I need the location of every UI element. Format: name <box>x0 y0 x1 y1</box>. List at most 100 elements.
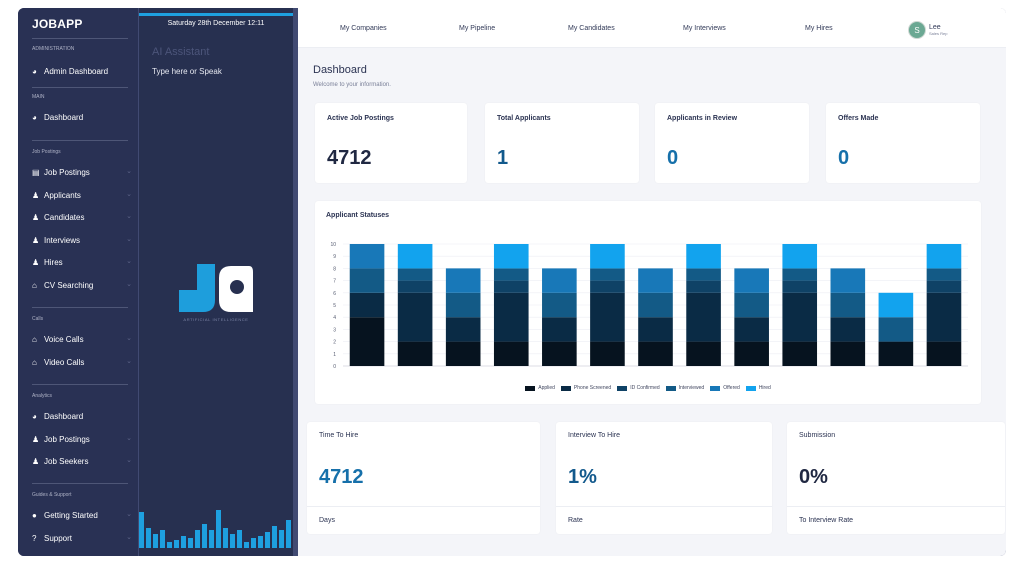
stat-card-offers-made[interactable]: Offers Made 0 <box>826 103 980 183</box>
bar-segment[interactable] <box>926 341 962 366</box>
bar-segment[interactable] <box>638 317 673 342</box>
bar-segment[interactable] <box>397 292 433 342</box>
bar-segment[interactable] <box>349 292 385 318</box>
sidebar-item-label: Applicants <box>44 190 81 200</box>
bar-segment[interactable] <box>493 268 529 281</box>
bar-segment[interactable] <box>349 244 385 269</box>
bar-segment[interactable] <box>926 268 962 281</box>
bar-segment[interactable] <box>878 341 914 366</box>
bar-segment[interactable] <box>734 317 769 342</box>
sidebar-item-analytics-job-postings[interactable]: ♟ Job Postings ⌄ <box>32 432 132 446</box>
sidebar-item-getting-started[interactable]: ● Getting Started ⌄ <box>32 508 132 522</box>
nav-my-hires[interactable]: My Hires <box>805 25 833 32</box>
bar-segment[interactable] <box>542 292 577 318</box>
bar-segment[interactable] <box>590 292 625 342</box>
bar-segment[interactable] <box>830 341 866 366</box>
legend-item[interactable]: Applied <box>525 385 555 391</box>
sidebar-item-hires[interactable]: ♟ Hires ⌄ <box>32 255 132 269</box>
bar-segment[interactable] <box>878 317 914 342</box>
bar-segment[interactable] <box>542 317 577 342</box>
bar-segment[interactable] <box>397 268 433 281</box>
legend-item[interactable]: Phone Screened <box>560 385 611 391</box>
bar-segment[interactable] <box>445 341 481 366</box>
sidebar-item-analytics-dashboard[interactable]: ◕ Dashboard <box>32 409 132 423</box>
bar-segment[interactable] <box>590 244 625 269</box>
stat-card-active-job-postings[interactable]: Active Job Postings 4712 <box>315 103 467 183</box>
sidebar-item-job-seekers[interactable]: ♟ Job Seekers ⌄ <box>32 454 132 468</box>
metric-card-time-to-hire[interactable]: Time To Hire 4712 Days <box>307 422 540 534</box>
bar-segment[interactable] <box>445 292 481 318</box>
bar-segment[interactable] <box>782 280 818 293</box>
bar-segment[interactable] <box>926 280 962 293</box>
sidebar-item-dashboard[interactable]: ◕ Dashboard <box>32 110 132 124</box>
bar-segment[interactable] <box>590 268 625 281</box>
bar-segment[interactable] <box>734 268 769 293</box>
bar-segment[interactable] <box>686 268 721 281</box>
bar-segment[interactable] <box>782 292 818 342</box>
sidebar-item-video-calls[interactable]: ⌂ Video Calls ⌄ <box>32 355 132 369</box>
bar-segment[interactable] <box>830 292 866 318</box>
bar-segment[interactable] <box>397 280 433 293</box>
stat-card-total-applicants[interactable]: Total Applicants 1 <box>485 103 639 183</box>
assistant-input-prompt[interactable]: Type here or Speak <box>152 67 222 76</box>
sidebar-item-interviews[interactable]: ♟ Interviews ⌄ <box>32 233 132 247</box>
sidebar-item-admin-dashboard[interactable]: ◕ Admin Dashboard <box>32 64 132 78</box>
bar-segment[interactable] <box>349 317 385 366</box>
sidebar-item-support[interactable]: ? Support ⌄ <box>32 531 132 545</box>
nav-my-interviews[interactable]: My Interviews <box>683 25 726 32</box>
nav-my-companies[interactable]: My Companies <box>340 25 387 32</box>
nav-my-candidates[interactable]: My Candidates <box>568 25 615 32</box>
bar-segment[interactable] <box>782 244 818 269</box>
bar-segment[interactable] <box>493 292 529 342</box>
sidebar-item-job-postings[interactable]: ▤ Job Postings ⌄ <box>32 165 132 179</box>
bar-segment[interactable] <box>734 341 769 366</box>
bar-segment[interactable] <box>397 341 433 366</box>
bar-segment[interactable] <box>782 268 818 281</box>
app-brand[interactable]: JOBAPP <box>32 17 83 31</box>
nav-my-pipeline[interactable]: My Pipeline <box>459 25 496 32</box>
legend-item[interactable]: Interviewed <box>665 385 704 391</box>
bar-segment[interactable] <box>493 280 529 293</box>
sidebar-item-applicants[interactable]: ♟ Applicants ⌄ <box>32 188 132 202</box>
legend-swatch <box>710 385 721 391</box>
bar-segment[interactable] <box>493 244 529 269</box>
metric-card-submission[interactable]: Submission 0% To Interview Rate <box>787 422 1005 534</box>
bar-segment[interactable] <box>397 244 433 269</box>
bar-segment[interactable] <box>590 280 625 293</box>
speedometer-icon: ◕ <box>32 112 37 122</box>
bar-segment[interactable] <box>542 268 577 293</box>
bar-segment[interactable] <box>349 268 385 293</box>
bar-segment[interactable] <box>686 280 721 293</box>
bar-segment[interactable] <box>878 292 914 318</box>
top-navigation: My Companies My Pipeline My Candidates M… <box>298 8 1006 48</box>
bar-segment[interactable] <box>542 341 577 366</box>
bar-segment[interactable] <box>734 292 769 318</box>
bar-segment[interactable] <box>493 341 529 366</box>
stat-card-applicants-in-review[interactable]: Applicants in Review 0 <box>655 103 809 183</box>
bar-segment[interactable] <box>638 268 673 293</box>
bar-segment[interactable] <box>638 341 673 366</box>
legend-item[interactable]: Offered <box>710 385 740 391</box>
bar-segment[interactable] <box>782 341 818 366</box>
bar-segment[interactable] <box>686 292 721 342</box>
voice-waveform[interactable] <box>139 508 293 548</box>
bar-segment[interactable] <box>638 292 673 318</box>
metric-card-interview-to-hire[interactable]: Interview To Hire 1% Rate <box>556 422 772 534</box>
bar-segment[interactable] <box>686 341 721 366</box>
legend-item[interactable]: Hired <box>745 385 771 391</box>
legend-item[interactable]: ID Confirmed <box>617 385 660 391</box>
bar-segment[interactable] <box>926 292 962 342</box>
sidebar-item-candidates[interactable]: ♟ Candidates ⌄ <box>32 210 132 224</box>
sidebar-item-voice-calls[interactable]: ⌂ Voice Calls ⌄ <box>32 332 132 346</box>
bar-segment[interactable] <box>590 341 625 366</box>
user-menu[interactable]: S Lee Sales Rep <box>908 21 947 39</box>
page-subtitle: Welcome to your information. <box>313 82 391 88</box>
sidebar-item-cv-searching[interactable]: ⌂ CV Searching ⌄ <box>32 278 132 292</box>
bar-segment[interactable] <box>830 268 866 293</box>
bar-segment[interactable] <box>445 268 481 293</box>
chevron-down-icon: ⌄ <box>126 258 132 265</box>
bar-segment[interactable] <box>926 244 962 269</box>
bar-segment[interactable] <box>830 317 866 342</box>
bar-segment[interactable] <box>445 317 481 342</box>
bar-segment[interactable] <box>686 244 721 269</box>
